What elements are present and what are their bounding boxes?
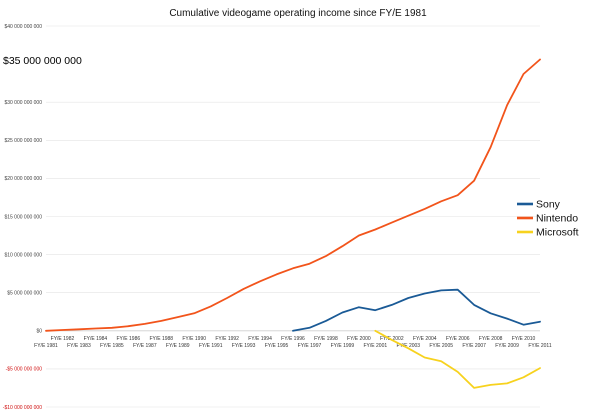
x-tick-label: FY/E 1996 <box>281 336 305 342</box>
x-tick-label: FY/E 2005 <box>429 343 453 349</box>
x-tick-label: FY/E 1984 <box>84 336 108 342</box>
series-lines <box>45 58 541 389</box>
y-tick-label: $15 000 000 000 <box>4 214 42 220</box>
y-tick-label: $30 000 000 000 <box>4 100 42 106</box>
series-line-microsoft <box>374 329 541 389</box>
x-tick-label: FY/E 1982 <box>51 336 75 342</box>
x-tick-label: FY/E 2002 <box>380 336 404 342</box>
x-tick-label: FY/E 1988 <box>149 336 173 342</box>
series-line-nintendo <box>45 58 541 332</box>
x-tick-label: FY/E 2006 <box>446 336 470 342</box>
x-tick-label: FY/E 2003 <box>396 343 420 349</box>
x-tick-label: FY/E 1993 <box>232 343 256 349</box>
y-axis-ticks: $40 000 000 000 $30 000 000 000 $25 000 00… <box>3 24 42 411</box>
x-tick-label: FY/E 1995 <box>265 343 289 349</box>
x-tick-label: FY/E 1985 <box>100 343 124 349</box>
gridlines <box>46 25 540 408</box>
x-tick-label: FY/E 2010 <box>512 336 536 342</box>
x-tick-label: FY/E 2011 <box>528 343 551 349</box>
y-tick-label: $5 000 000 000 <box>7 291 42 297</box>
x-tick-label: FY/E 1990 <box>182 336 206 342</box>
x-tick-label: FY/E 2004 <box>413 336 437 342</box>
chart-annotation: $35 000 000 000 <box>3 55 82 67</box>
x-tick-label: FY/E 1981 <box>34 343 58 349</box>
legend-label: Sony <box>536 199 561 211</box>
x-tick-label: FY/E 2001 <box>364 343 388 349</box>
y-tick-label: -$10 000 000 000 <box>3 405 42 411</box>
y-tick-label: -$5 000 000 000 <box>6 367 43 373</box>
x-tick-label: FY/E 2000 <box>347 336 371 342</box>
chart-title: Cumulative videogame operating income si… <box>169 8 427 19</box>
x-tick-label: FY/E 1997 <box>298 343 322 349</box>
x-tick-label: FY/E 1991 <box>199 343 223 349</box>
x-tick-label: FY/E 2008 <box>479 336 503 342</box>
series-line-sony <box>292 288 541 332</box>
x-tick-label: FY/E 1992 <box>215 336 239 342</box>
x-tick-label: FY/E 1989 <box>166 343 190 349</box>
legend-label: Nintendo <box>536 213 578 225</box>
y-tick-label: $10 000 000 000 <box>4 252 42 258</box>
x-tick-label: FY/E 1987 <box>133 343 157 349</box>
y-tick-label: $40 000 000 000 <box>4 24 42 30</box>
y-tick-label: $25 000 000 000 <box>4 138 42 144</box>
x-tick-label: FY/E 1983 <box>67 343 91 349</box>
y-tick-label: $0 <box>36 329 42 335</box>
x-tick-label: FY/E 1986 <box>117 336 141 342</box>
x-tick-label: FY/E 1994 <box>248 336 272 342</box>
x-tick-label: FY/E 1999 <box>331 343 355 349</box>
x-tick-label: FY/E 1998 <box>314 336 338 342</box>
y-tick-label: $20 000 000 000 <box>4 176 42 182</box>
x-tick-label: FY/E 2007 <box>462 343 486 349</box>
legend-label: Microsoft <box>536 227 579 239</box>
x-tick-label: FY/E 2009 <box>495 343 519 349</box>
legend: Sony Nintendo Microsoft <box>517 199 579 239</box>
